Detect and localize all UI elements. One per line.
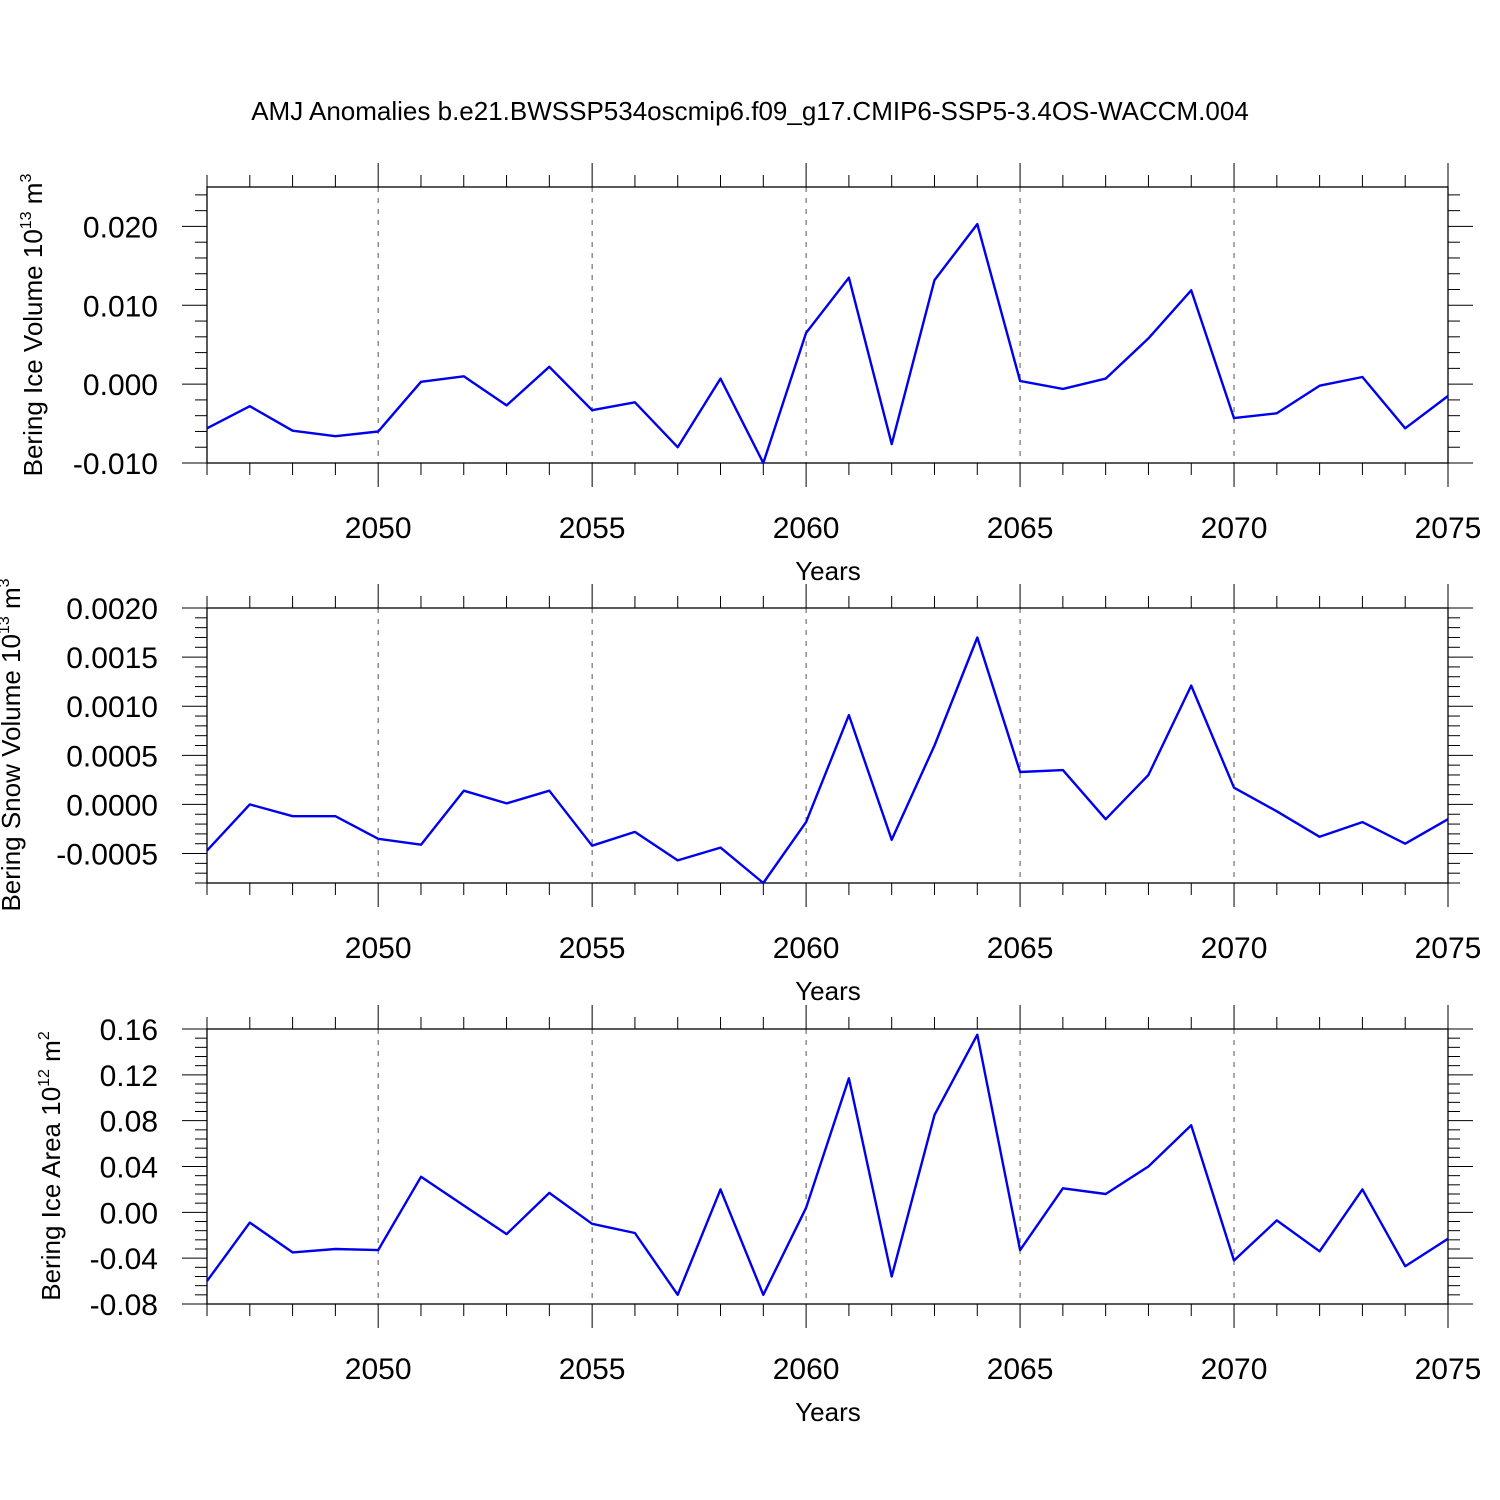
x-tick-label: 2055: [559, 512, 626, 545]
y-tick-label: -0.08: [90, 1289, 158, 1322]
x-tick-label: 2065: [987, 1353, 1054, 1386]
x-axis-label: Years: [795, 976, 861, 1006]
y-tick-label: 0.000: [83, 369, 158, 402]
y-axis-label: Bering Snow Volume 1013 m3: [0, 578, 26, 911]
x-tick-label: 2065: [987, 932, 1054, 965]
y-tick-label: 0.0005: [66, 740, 158, 773]
y-tick-label: 0.0010: [66, 691, 158, 724]
series-line: [206, 636, 1449, 885]
x-tick-label: 2060: [773, 512, 840, 545]
x-tick-label: 2050: [345, 932, 412, 965]
y-tick-label: 0.00: [100, 1197, 158, 1230]
y-tick-label: 0.0020: [66, 593, 158, 626]
x-tick-label: 2075: [1415, 512, 1482, 545]
x-tick-label: 2050: [345, 1353, 412, 1386]
panel-2: -0.0005 0.0000 0.0005 0.0010 0.0015 0.0020 205…: [0, 578, 1481, 1006]
y-tick-label: 0.020: [83, 211, 158, 244]
y-tick-label: 0.16: [100, 1014, 158, 1047]
y-tick-label: 0.04: [100, 1152, 158, 1185]
y-tick-label: 0.12: [100, 1060, 158, 1093]
x-tick-label: 2070: [1201, 1353, 1268, 1386]
x-tick-label: 2060: [773, 1353, 840, 1386]
x-axis-label: Years: [795, 556, 861, 586]
y-axis-label: Bering Ice Volume 1013 m3: [18, 174, 48, 477]
x-tick-label: 2060: [773, 932, 840, 965]
x-tick-label: 2075: [1415, 1353, 1482, 1386]
y-tick-label: 0.08: [100, 1106, 158, 1139]
panel-3: -0.08 -0.04 0.00 0.04 0.08 0.12 0.16 2050 2055 20…: [36, 1005, 1481, 1427]
x-tick-label: 2055: [559, 1353, 626, 1386]
x-tick-label: 2050: [345, 512, 412, 545]
y-tick-label: 0.010: [83, 290, 158, 323]
plot-frame: [206, 186, 1449, 464]
x-axis-label: Years: [795, 1397, 861, 1427]
panel-1: -0.010 0.000 0.010 0.020 2050 2055 2060 2065 207…: [18, 163, 1481, 586]
y-tick-label: -0.010: [73, 448, 158, 481]
y-tick-label: -0.0005: [56, 839, 158, 872]
y-tick-label: -0.04: [90, 1243, 158, 1276]
x-tick-label: 2055: [559, 932, 626, 965]
series-line: [206, 222, 1449, 465]
y-tick-label: 0.0000: [66, 789, 158, 822]
y-tick-label: 0.0015: [66, 642, 158, 675]
plot-frame: [206, 1028, 1449, 1305]
x-tick-label: 2070: [1201, 512, 1268, 545]
series-line: [206, 1033, 1449, 1297]
x-tick-label: 2065: [987, 512, 1054, 545]
page-title: AMJ Anomalies b.e21.BWSSP534oscmip6.f09_…: [251, 96, 1249, 126]
x-tick-label: 2075: [1415, 932, 1482, 965]
x-tick-label: 2070: [1201, 932, 1268, 965]
y-axis-label: Bering Ice Area 1012 m2: [36, 1031, 66, 1301]
